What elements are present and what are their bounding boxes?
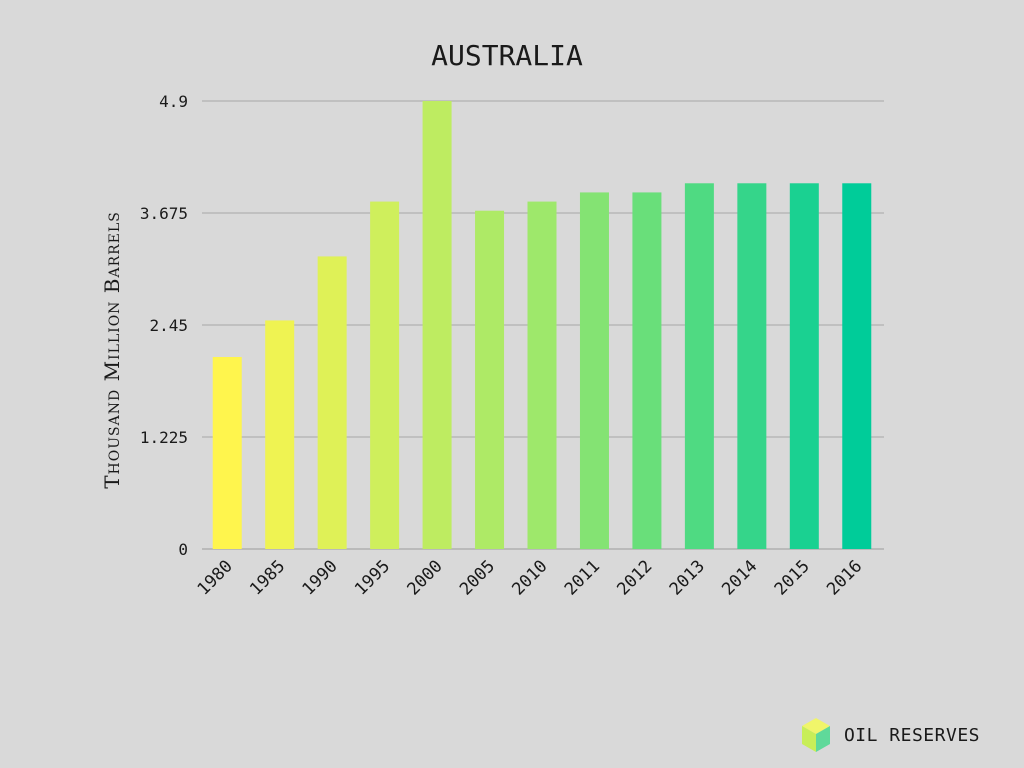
bar-2012	[632, 192, 662, 549]
bar-2010	[527, 201, 557, 550]
bar-1980	[212, 357, 242, 549]
x-tick-label: 2014	[718, 556, 761, 599]
x-tick-label: 2011	[561, 556, 604, 599]
y-axis-label: Thousand Million Barrels	[100, 211, 124, 489]
x-tick-label: 2013	[666, 556, 709, 599]
y-tick-label: 2.45	[149, 316, 188, 335]
y-axis-ticks: 0 1.225 2.45 3.675 4.9	[140, 92, 188, 559]
brand-label: OIL RESERVES	[843, 724, 980, 746]
bar-1985	[265, 320, 295, 549]
cube-icon	[801, 718, 830, 752]
x-tick-label: 2005	[456, 556, 499, 599]
x-tick-label: 1990	[299, 556, 342, 599]
y-tick-label: 1.225	[140, 428, 188, 447]
bar-2000	[422, 101, 452, 549]
bar-2005	[475, 210, 505, 549]
chart-title: AUSTRALIA	[431, 39, 583, 72]
x-tick-label: 2010	[508, 556, 551, 599]
x-tick-label: 1995	[351, 556, 394, 599]
bar-2013	[684, 183, 714, 550]
y-tick-label: 4.9	[159, 92, 188, 111]
x-tick-label: 1980	[194, 556, 237, 599]
x-tick-label: 2015	[771, 556, 814, 599]
x-tick-label: 2016	[823, 556, 866, 599]
bar-2015	[789, 183, 819, 550]
x-tick-label: 1985	[246, 556, 289, 599]
x-tick-label: 2000	[404, 556, 447, 599]
y-tick-label: 0	[178, 540, 188, 559]
y-tick-label: 3.675	[140, 204, 188, 223]
bar-2011	[579, 192, 609, 549]
bar-2016	[842, 183, 872, 550]
x-axis-ticks: 1980 1985 1990 1995 2000 2005 2010 2011 2012 2013…	[194, 556, 867, 599]
bar-1990	[317, 256, 347, 549]
bar-1995	[370, 201, 400, 550]
x-tick-label: 2012	[613, 556, 656, 599]
brand-badge: OIL RESERVES	[800, 716, 980, 754]
bar-2014	[737, 183, 767, 550]
bars	[212, 101, 872, 550]
